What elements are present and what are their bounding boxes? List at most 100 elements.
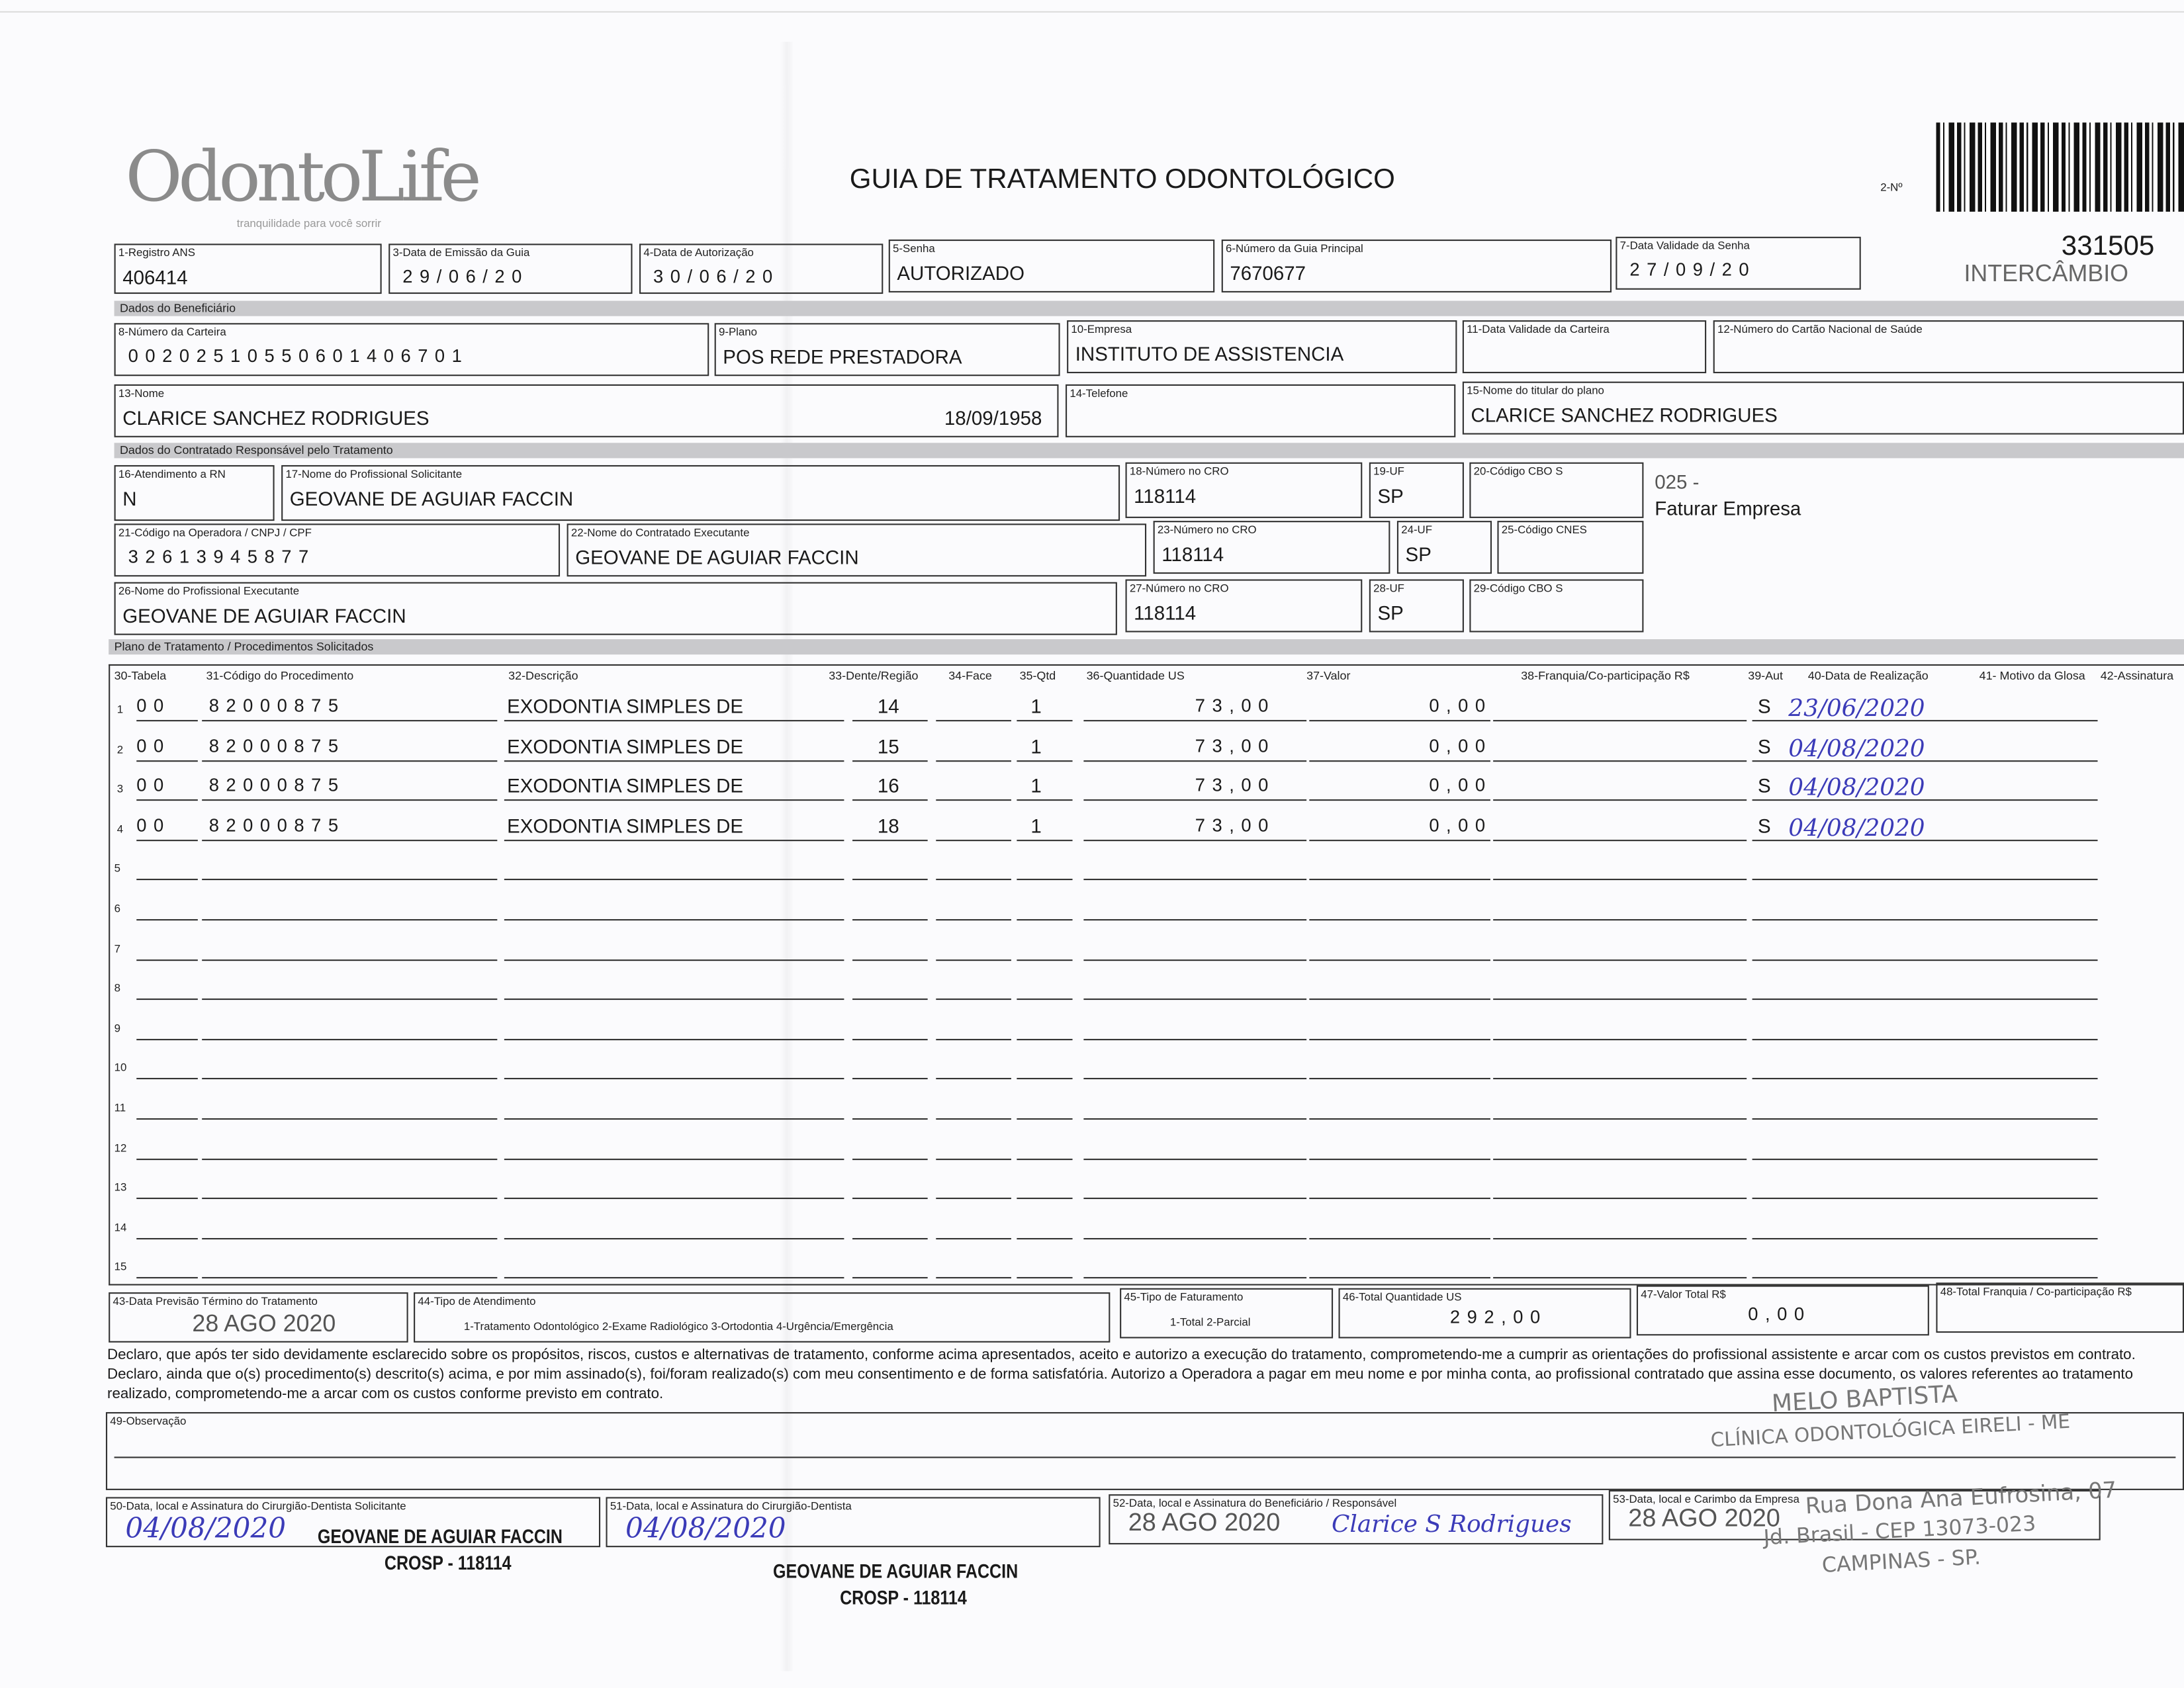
field-box [1713,320,2184,374]
cell-code: 82000875 [208,774,345,796]
entry-line [936,1198,1011,1200]
cell-us-quantity: 73,00 [1195,734,1275,756]
cell-code: 82000875 [208,814,345,836]
field-box [1125,579,1363,633]
column-header: 41- Motivo da Glosa [1979,668,2085,683]
signature-box [1109,1494,1604,1545]
cell-date: 04/08/2020 [1788,814,1925,842]
field-box [1066,384,1456,437]
total-box [1120,1288,1334,1339]
entry-line [936,919,1011,921]
cell-code: 82000875 [208,695,345,716]
entry-line [1752,1118,2098,1120]
field-label: 8-Número da Carteira [118,326,226,339]
signature-name: Clarice S Rodrigues [1331,1511,1572,1539]
entry-line [202,799,498,801]
field-label: 6-Número da Guia Principal [1226,242,1363,255]
row-number: 4 [116,822,124,836]
cell-date: 23/06/2020 [1788,695,1925,723]
entry-line [202,1038,498,1040]
field-label: 23-Número no CRO [1157,523,1257,537]
field-value: 118114 [1134,601,1197,624]
entry-line [504,839,844,841]
column-header: 42-Assinatura [2100,668,2174,683]
entry-line [852,1038,928,1040]
signature-date: 04/08/2020 [125,1511,287,1545]
entry-line [202,1078,498,1080]
entry-line [852,799,928,801]
field-label: 12-Número do Cartão Nacional de Saúde [1717,323,1923,336]
row-number: 15 [114,1261,127,1274]
entry-line [1017,999,1073,1000]
entry-line [1493,799,1747,801]
entry-line [852,999,928,1000]
entry-line [1493,1038,1747,1040]
field-box [1125,462,1363,518]
field-label: 3-Data de Emissão da Guia [392,246,530,259]
entry-line [504,799,844,801]
cell-franchise: 0,00 [1429,774,1492,796]
entry-line [1309,1277,1490,1279]
signature-box [606,1497,1101,1548]
entry-line [852,879,928,881]
cell-authorized: S [1758,695,1771,717]
entry-line [936,760,1011,762]
field-box [1615,236,1861,290]
cell-franchise: 0,00 [1429,734,1492,756]
side-note: Faturar Empresa [1655,497,1801,520]
number-label: 2-Nº [1880,181,1903,194]
column-header: 31-Código do Procedimento [206,668,354,683]
stamp-name: GEOVANE DE AGUIAR FACCIN [317,1525,563,1548]
field-value: 00202510550601406701 [128,345,469,367]
entry-line [1017,760,1073,762]
stamp-registry: CROSP - 118114 [384,1551,512,1574]
field-value: GEOVANE DE AGUIAR FACCIN [575,546,859,568]
entry-line [936,879,1011,881]
field-box [1497,521,1644,574]
field-value: GEOVANE DE AGUIAR FACCIN [289,487,574,510]
field-box [1469,579,1644,633]
row-number: 10 [114,1061,127,1075]
row-number: 13 [114,1181,127,1194]
field-value: CLARICE SANCHEZ RODRIGUES [1471,404,1778,427]
entry-line [852,720,928,722]
entry-line [504,1038,844,1040]
field-label: 14-Telefone [1069,387,1128,400]
entry-line [1309,879,1490,881]
entry-line [1083,999,1307,1000]
field-value: 7670677 [1230,261,1306,285]
field-box [281,465,1120,521]
cell-franchise: 0,00 [1429,695,1492,716]
entry-line [936,1118,1011,1120]
entry-line [1309,1118,1490,1120]
cell-quantity: 1 [1030,774,1042,797]
entry-line [852,1237,928,1239]
column-header: 35-Qtd [1019,668,1056,683]
entry-line [1083,919,1307,921]
entry-line [504,919,844,921]
row-number: 1 [116,703,124,716]
field-value: 406414 [122,265,188,289]
entry-line [1017,959,1073,961]
entry-line [1309,1237,1490,1239]
field-label: 13-Nome [118,387,165,400]
cell-description: EXODONTIA SIMPLES DE [507,814,744,837]
entry-line [1309,720,1490,722]
entry-line [1017,1277,1073,1279]
entry-line [1493,1118,1747,1120]
entry-line [1752,1198,2098,1200]
total-box [1636,1285,1929,1336]
column-header: 34-Face [948,668,992,683]
barcode [1936,122,2184,212]
cell-authorized: S [1758,814,1771,837]
row-number: 5 [114,862,120,875]
field-label: 7-Data Validade da Senha [1619,239,1750,252]
entry-line [1017,1158,1073,1160]
form-title: GUIA DE TRATAMENTO ODONTOLÓGICO [849,164,1395,195]
signature-date: 04/08/2020 [625,1511,786,1545]
side-note: 025 - [1655,470,1700,494]
entry-line [1083,1078,1307,1080]
field-box [1153,521,1390,574]
entry-line [1017,799,1073,801]
